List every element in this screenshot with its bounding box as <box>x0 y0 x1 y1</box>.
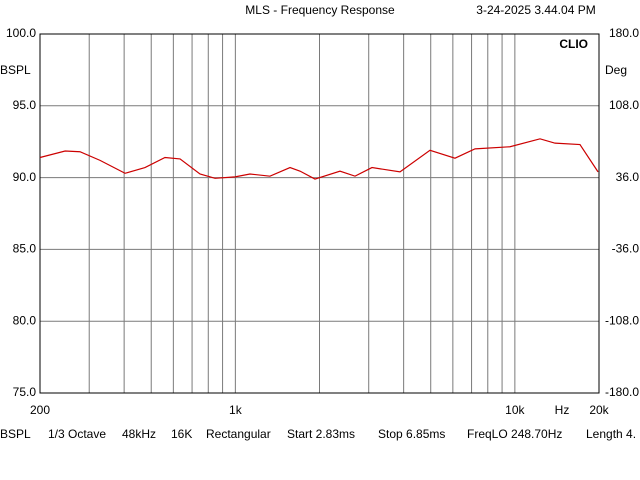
y-tick-label: 75.0 <box>13 385 37 399</box>
plot-frame <box>39 33 600 394</box>
footer-item: FreqLO 248.70Hz <box>467 427 562 441</box>
y-axis-label: BSPL <box>0 63 31 77</box>
y2-axis-label: Deg <box>605 63 627 77</box>
footer-item: 1/3 Octave <box>48 427 106 441</box>
y2-tick-label: -36.0 <box>612 242 640 256</box>
data-line <box>39 138 599 180</box>
y2-tick-label: 108.0 <box>609 98 639 112</box>
footer-item: Stop 6.85ms <box>378 427 445 441</box>
y-tick-label: 85.0 <box>13 242 37 256</box>
brand: CLIO <box>559 37 588 51</box>
footer-item: Rectangular <box>206 427 271 441</box>
x-tick-label: 200 <box>30 403 50 417</box>
y2-tick-label: -180.0 <box>605 385 639 399</box>
footer-item: BSPL <box>0 427 31 441</box>
y2-tick-label: 180.0 <box>609 26 639 40</box>
timestamp: 3-24-2025 3.44.04 PM <box>476 3 595 17</box>
footer-item: Start 2.83ms <box>287 427 355 441</box>
footer-item: Length 4. <box>586 427 636 441</box>
chart-title: MLS - Frequency Response <box>245 3 395 17</box>
y2-tick-label: 36.0 <box>616 170 640 184</box>
x-tick-label: 1k <box>229 403 243 417</box>
y-tick-label: 95.0 <box>13 98 37 112</box>
x-tick-label: 10k <box>505 403 525 417</box>
footer-item: 16K <box>171 427 192 441</box>
footer-item: 48kHz <box>122 427 156 441</box>
y-tick-label: 90.0 <box>13 170 37 184</box>
y-tick-label: 100.0 <box>6 26 36 40</box>
x-axis-label: Hz <box>555 403 570 417</box>
y2-tick-label: -108.0 <box>605 313 639 327</box>
y-tick-label: 80.0 <box>13 313 37 327</box>
x-tick-label: 20k <box>589 403 609 417</box>
